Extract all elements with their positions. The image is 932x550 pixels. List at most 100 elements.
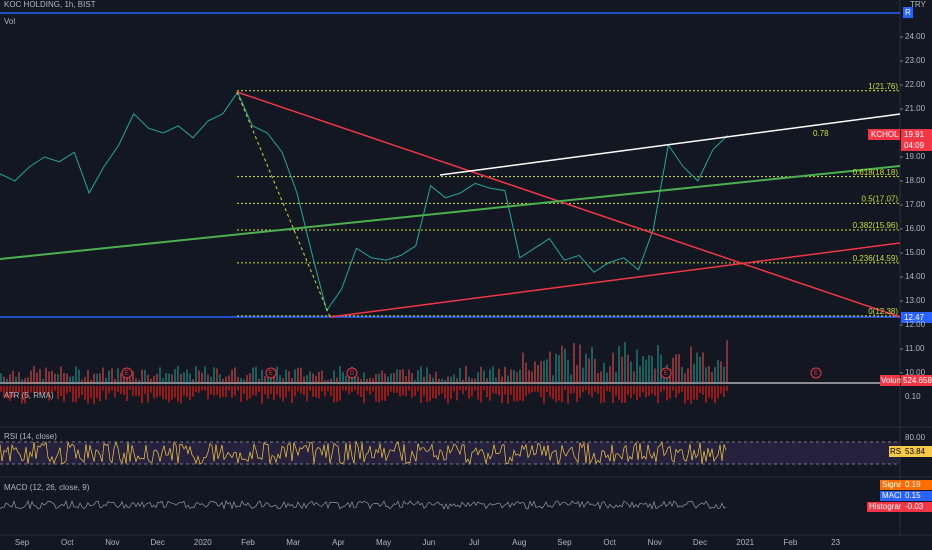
vol-bar (342, 372, 344, 383)
atr-bar (591, 386, 593, 398)
vol-bar (447, 376, 449, 383)
atr-bar (492, 386, 494, 394)
vol-label: Vol (4, 17, 15, 26)
atr-bar (138, 386, 140, 397)
vol-bar (621, 356, 623, 383)
vol-bar (63, 373, 65, 383)
vol-bar (486, 378, 488, 383)
vol-bar (555, 353, 557, 383)
vol-bar (723, 366, 725, 383)
atr-bar (519, 386, 521, 401)
time-label: Sep (557, 538, 572, 547)
vol-bar (639, 366, 641, 383)
scale-btn[interactable]: R (905, 8, 911, 17)
fib-label: 1(21.76) (868, 82, 898, 91)
vol-bar (189, 373, 191, 383)
atr-bar (201, 386, 203, 391)
atr-bar (525, 386, 527, 397)
vol-bar (312, 373, 314, 383)
vol-bar (648, 355, 650, 383)
atr-bar (537, 386, 539, 393)
atr-bar (198, 386, 200, 393)
vol-bar (336, 377, 338, 383)
atr-bar (87, 386, 89, 404)
vol-bar (99, 373, 101, 383)
atr-bar (645, 386, 647, 398)
atr-bar (651, 386, 653, 394)
vol-bar (411, 373, 413, 383)
atr-bar (114, 386, 116, 398)
atr-bar (672, 386, 674, 391)
low-label: 12.47 (904, 313, 925, 322)
vol-bar (663, 377, 665, 383)
vol-bar (459, 367, 461, 383)
time-label: Feb (784, 538, 798, 547)
atr-bar (597, 386, 599, 394)
atr-bar (543, 386, 545, 404)
atr-bar (324, 386, 326, 397)
vol-bar (564, 348, 566, 383)
vol-bar (609, 366, 611, 383)
vol-bar (402, 369, 404, 383)
atr-bar (417, 386, 419, 392)
vol-bar (393, 373, 395, 383)
atr-bar (657, 386, 659, 404)
atr-bar (294, 386, 296, 397)
atr-bar (624, 386, 626, 404)
vol-bar (9, 374, 11, 383)
atr-bar (261, 386, 263, 404)
vol-bar (594, 358, 596, 383)
vol-bar (159, 367, 161, 383)
time-label: May (376, 538, 391, 547)
vol-bar (90, 379, 92, 383)
atr-bar (147, 386, 149, 403)
vol-bar (186, 369, 188, 383)
vol-bar (477, 372, 479, 383)
vol-bar (27, 377, 29, 383)
atr-bar (726, 386, 728, 391)
fib-label: 0.5(17.07) (862, 194, 899, 203)
atr-bar (108, 386, 110, 394)
atr-bar (474, 386, 476, 391)
atr-bar (423, 386, 425, 396)
vol-bar (282, 378, 284, 383)
atr-bar (552, 386, 554, 400)
price-tick: 19.00 (905, 152, 926, 161)
tag (901, 129, 932, 151)
vol-bar (513, 370, 515, 383)
tag (880, 491, 901, 501)
vol-bar (144, 369, 146, 383)
event (265, 367, 277, 379)
macd-title: MACD (12, 26, close, 9) (4, 483, 90, 492)
atr-bar (465, 386, 467, 391)
vol-bar (675, 354, 677, 383)
atr-bar (252, 386, 254, 396)
price-tick: 17.00 (905, 200, 926, 209)
atr-bar (390, 386, 392, 392)
vol-bar (258, 378, 260, 383)
btn[interactable] (903, 7, 913, 18)
atr-bar (627, 386, 629, 395)
atr-bar (150, 386, 152, 393)
vol-bar (363, 372, 365, 383)
vol-bar (249, 373, 251, 383)
atr-bar (528, 386, 530, 394)
atr-bar (462, 386, 464, 395)
vol-bar (120, 373, 122, 383)
atr-bar (666, 386, 668, 401)
atr-bar (720, 386, 722, 394)
atr-bar (132, 386, 134, 396)
vol-bar (327, 379, 329, 383)
macd-tag: MACD (882, 491, 906, 500)
atr-bar (321, 386, 323, 392)
atr-bar (45, 386, 47, 394)
atr-bar (378, 386, 380, 403)
atr-bar (381, 386, 383, 401)
vol-bar (405, 376, 407, 383)
vol-bar (21, 379, 23, 383)
atr-bar (648, 386, 650, 396)
vol-bar (681, 367, 683, 383)
vol-bar (141, 369, 143, 383)
vol-bar (225, 376, 227, 383)
rsi-tag: RSI (890, 447, 903, 456)
